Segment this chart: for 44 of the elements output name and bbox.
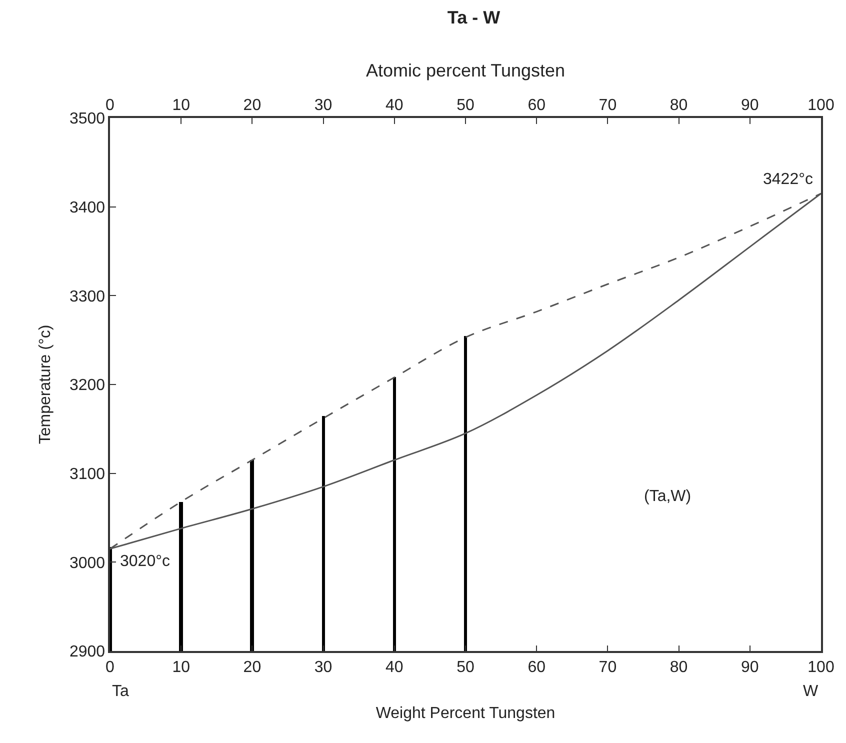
annotation: (Ta,W) [644,488,692,505]
annotation: 3422°c [763,171,813,188]
bar [393,377,396,651]
chart-title: Ta - W [447,8,500,28]
x2-tick-label: 20 [243,658,262,676]
x-axis-title: Weight Percent Tungsten [376,705,556,722]
text: W [803,683,819,700]
x2-tick-label: 40 [386,658,404,676]
x-tick-label: 0 [106,96,115,114]
y-tick-label: 3500 [69,110,106,128]
bar [179,502,183,651]
annotation: 3020°c [120,553,170,570]
x2-tick-label: 70 [598,658,617,676]
bar [250,460,254,651]
x-tick-label: 70 [598,96,617,114]
x-tick-label: 80 [670,96,688,114]
y-tick-label: 3000 [69,554,106,572]
x2-tick-label: 90 [741,658,759,676]
x-tick-label: 100 [808,96,834,114]
x2-tick-label: 50 [456,658,474,676]
x2-tick-label: 0 [106,658,115,676]
x-tick-label: 90 [741,96,759,114]
x-tick-label: 10 [172,96,190,114]
text: Ta [112,683,129,700]
x-tick-label: 30 [314,96,332,114]
x2-tick-label: 10 [172,658,190,676]
bar [464,336,467,651]
x2-axis-title: Atomic percent Tungsten [366,60,566,81]
y-tick-label: 2900 [69,644,106,661]
y-tick-label: 3200 [69,377,106,394]
x2-tick-label: 100 [808,658,834,676]
y-axis-title: Temperature (°c) [36,324,54,444]
y-tick-label: 3400 [69,199,106,216]
x-tick-label: 50 [456,96,474,114]
bar [322,416,325,651]
x2-tick-label: 80 [670,658,688,676]
bar [110,547,112,651]
x-tick-label: 60 [528,96,546,114]
y-tick-label: 3300 [69,288,106,306]
x2-tick-label: 30 [314,658,332,676]
x-tick-label: 40 [386,96,404,114]
x-tick-label: 20 [243,96,262,114]
y-tick-label: 3100 [69,466,106,483]
x2-tick-label: 60 [528,658,546,676]
